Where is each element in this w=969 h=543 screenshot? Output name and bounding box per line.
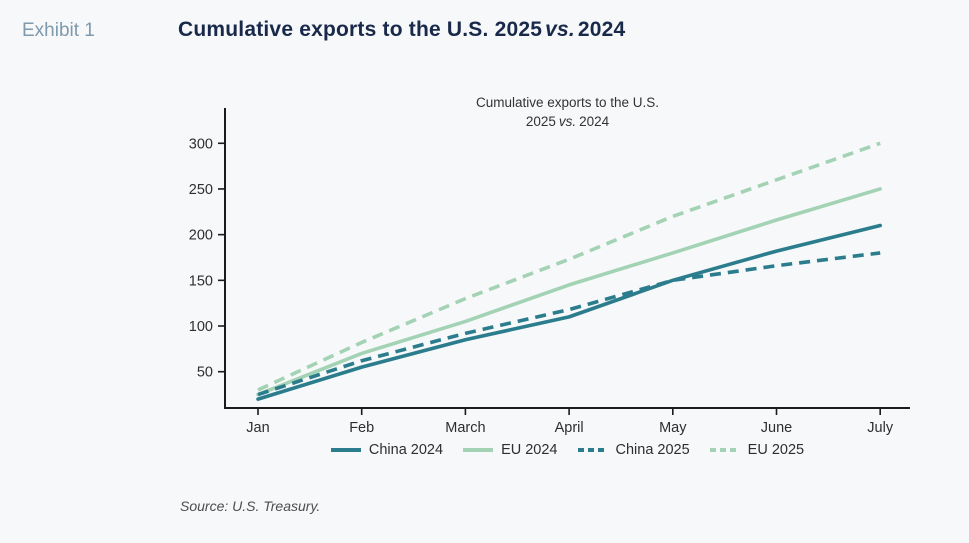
x-tick-label: April bbox=[555, 420, 584, 436]
legend-swatch-eu-2025-line-icon bbox=[709, 448, 740, 452]
chart-title-line1: Cumulative exports to the U.S. bbox=[475, 95, 660, 110]
y-tick-label: 300 bbox=[189, 136, 213, 152]
x-tick-label: March bbox=[445, 420, 485, 436]
y-tick-label: 50 bbox=[197, 365, 213, 381]
legend-item-eu-2025: EU 2025 bbox=[709, 442, 805, 458]
page-title: Cumulative exports to the U.S. 2025 vs. 20… bbox=[178, 18, 625, 42]
legend-item-china-2024: China 2024 bbox=[330, 442, 444, 458]
legend-label-eu-2025: EU 2025 bbox=[747, 442, 805, 458]
chart-subtitle-suffix: 2024 bbox=[579, 114, 610, 129]
legend-swatch-eu-2024-line-icon bbox=[463, 448, 494, 452]
legend-item-eu-2024: EU 2024 bbox=[463, 442, 558, 458]
y-tick-label: 150 bbox=[189, 273, 213, 289]
series-line-china-2025 bbox=[257, 251, 881, 397]
legend-swatch-china-2024-line-icon bbox=[330, 448, 361, 452]
chart-subtitle-prefix: 2025 bbox=[525, 114, 556, 129]
source-note: Source: U.S. Treasury. bbox=[180, 498, 321, 514]
chart-subtitle-vs: vs. bbox=[558, 114, 577, 129]
legend-swatch-china-2025-line-icon bbox=[577, 448, 608, 452]
x-tick-label: May bbox=[659, 420, 687, 436]
x-tick-label: Jan bbox=[246, 420, 269, 436]
series-line-eu-2024 bbox=[256, 187, 883, 397]
legend-label-eu-2024: EU 2024 bbox=[501, 442, 558, 458]
page-title-suffix: 2024 bbox=[577, 18, 626, 41]
x-tick-label: Feb bbox=[349, 420, 374, 436]
chart-legend: China 2024 EU 2024 China 2025 EU 2025 bbox=[225, 442, 910, 458]
series-line-china-2024 bbox=[256, 223, 883, 401]
legend-item-china-2025: China 2025 bbox=[577, 442, 690, 458]
legend-label-china-2024: China 2024 bbox=[368, 442, 444, 458]
exhibit-label: Exhibit 1 bbox=[22, 20, 95, 41]
page-title-vs: vs. bbox=[545, 18, 575, 41]
y-tick-label: 200 bbox=[189, 228, 213, 244]
chart-title-line2: 2025 vs. 2024 bbox=[225, 113, 910, 131]
y-tick-label: 250 bbox=[189, 182, 213, 198]
page-title-prefix: Cumulative exports to the U.S. 2025 bbox=[178, 18, 543, 41]
legend-label-china-2025: China 2025 bbox=[615, 442, 690, 458]
x-tick-label: June bbox=[761, 420, 792, 436]
y-tick-label: 100 bbox=[189, 319, 213, 335]
series-line-eu-2025 bbox=[257, 141, 881, 392]
x-tick-label: July bbox=[867, 420, 894, 436]
